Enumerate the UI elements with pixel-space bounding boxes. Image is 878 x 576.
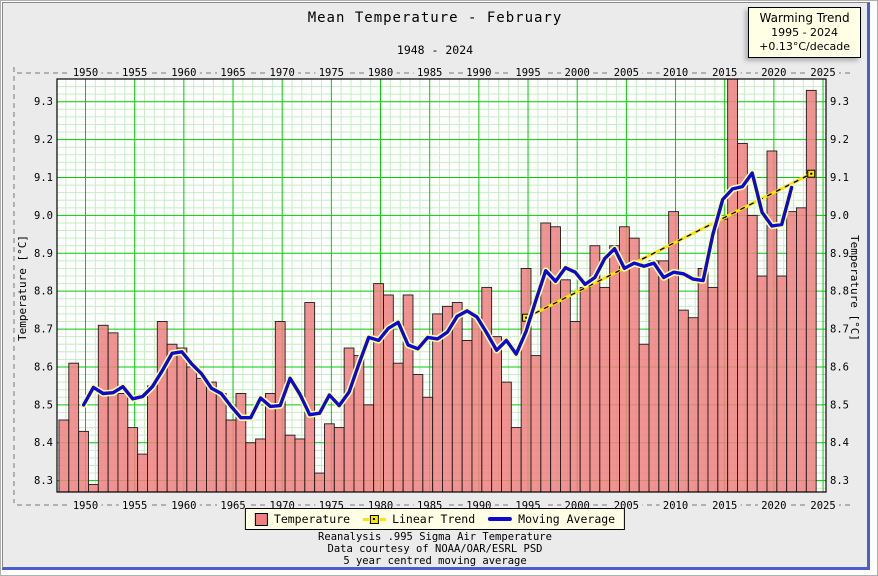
figure-window: 1950 1950 1955 1955 1960 1960 1965 1965 1970 1970… bbox=[2, 2, 870, 570]
svg-text:1995: 1995 bbox=[515, 67, 540, 79]
legend-item-moving-average: Moving Average bbox=[488, 512, 615, 526]
y-axis-label-right: Temperature [°C] bbox=[848, 235, 861, 341]
svg-text:9.1: 9.1 bbox=[34, 172, 53, 184]
legend-item-linear-trend: Linear Trend bbox=[363, 512, 475, 526]
svg-text:9.1: 9.1 bbox=[830, 172, 849, 184]
svg-text:8.9: 8.9 bbox=[34, 248, 53, 260]
warming-trend-rate: +0.13°C/decade bbox=[759, 40, 850, 53]
warming-trend-period: 1995 - 2024 bbox=[771, 26, 839, 39]
svg-text:1985: 1985 bbox=[417, 67, 442, 79]
legend: Temperature Linear Trend Moving Average bbox=[244, 508, 626, 530]
svg-text:8.3: 8.3 bbox=[830, 475, 849, 487]
footer-line-average: 5 year centred moving average bbox=[343, 555, 527, 567]
svg-text:8.6: 8.6 bbox=[34, 361, 53, 373]
svg-text:2010: 2010 bbox=[663, 67, 688, 79]
chart-subtitle: 1948 - 2024 bbox=[396, 43, 474, 57]
svg-text:8.4: 8.4 bbox=[34, 437, 53, 449]
svg-text:8.9: 8.9 bbox=[830, 248, 849, 260]
svg-text:1955: 1955 bbox=[122, 67, 147, 79]
svg-text:2010: 2010 bbox=[663, 500, 688, 512]
svg-text:8.3: 8.3 bbox=[34, 475, 53, 487]
linear-trend-marker-icon bbox=[363, 514, 387, 524]
svg-text:8.8: 8.8 bbox=[830, 286, 849, 298]
svg-text:8.5: 8.5 bbox=[34, 399, 53, 411]
svg-text:1965: 1965 bbox=[220, 500, 245, 512]
svg-text:2020: 2020 bbox=[761, 67, 786, 79]
svg-text:2005: 2005 bbox=[614, 67, 639, 79]
svg-text:1960: 1960 bbox=[171, 500, 196, 512]
y-axis-label-left: Temperature [°C] bbox=[16, 235, 29, 341]
svg-text:2020: 2020 bbox=[761, 500, 786, 512]
svg-text:9.3: 9.3 bbox=[830, 96, 849, 108]
svg-text:1970: 1970 bbox=[270, 67, 295, 79]
svg-text:8.5: 8.5 bbox=[830, 399, 849, 411]
svg-text:9.3: 9.3 bbox=[34, 96, 53, 108]
warming-trend-title: Warming Trend bbox=[759, 11, 850, 25]
warming-trend-box: Warming Trend 1995 - 2024 +0.13°C/decade bbox=[748, 7, 861, 58]
svg-text:8.8: 8.8 bbox=[34, 286, 53, 298]
footer-notes: Reanalysis .995 Sigma Air Temperature Da… bbox=[3, 531, 867, 567]
svg-text:8.7: 8.7 bbox=[830, 324, 849, 336]
svg-text:2025: 2025 bbox=[810, 67, 835, 79]
svg-text:1950: 1950 bbox=[73, 500, 98, 512]
svg-text:9.0: 9.0 bbox=[34, 210, 53, 222]
svg-text:1960: 1960 bbox=[171, 67, 196, 79]
legend-item-temperature: Temperature bbox=[254, 512, 351, 526]
footer-line-courtesy: Data courtesy of NOAA/OAR/ESRL PSD bbox=[327, 543, 543, 555]
svg-text:8.7: 8.7 bbox=[34, 324, 53, 336]
svg-text:1965: 1965 bbox=[220, 67, 245, 79]
temperature-bar-swatch-icon bbox=[254, 512, 268, 526]
svg-text:2000: 2000 bbox=[565, 67, 590, 79]
svg-text:1955: 1955 bbox=[122, 500, 147, 512]
svg-text:1980: 1980 bbox=[368, 67, 393, 79]
svg-text:2015: 2015 bbox=[712, 500, 737, 512]
svg-text:9.2: 9.2 bbox=[34, 134, 53, 146]
svg-text:9.0: 9.0 bbox=[830, 210, 849, 222]
legend-label-moving-average: Moving Average bbox=[518, 512, 616, 526]
chart-canvas: 1950195019551955196019601965196519701970… bbox=[13, 65, 853, 512]
moving-average-line-icon bbox=[488, 517, 513, 521]
svg-text:2015: 2015 bbox=[712, 67, 737, 79]
svg-text:8.4: 8.4 bbox=[830, 437, 849, 449]
svg-text:1990: 1990 bbox=[466, 67, 491, 79]
footer-line-source: Reanalysis .995 Sigma Air Temperature bbox=[318, 531, 552, 543]
legend-label-linear-trend: Linear Trend bbox=[392, 512, 476, 526]
legend-label-temperature: Temperature bbox=[273, 512, 351, 526]
svg-text:1975: 1975 bbox=[319, 67, 344, 79]
svg-text:8.6: 8.6 bbox=[830, 361, 849, 373]
svg-text:1950: 1950 bbox=[73, 67, 98, 79]
svg-text:2025: 2025 bbox=[810, 500, 835, 512]
svg-text:9.2: 9.2 bbox=[830, 134, 849, 146]
chart-title: Mean Temperature - February bbox=[307, 10, 563, 26]
